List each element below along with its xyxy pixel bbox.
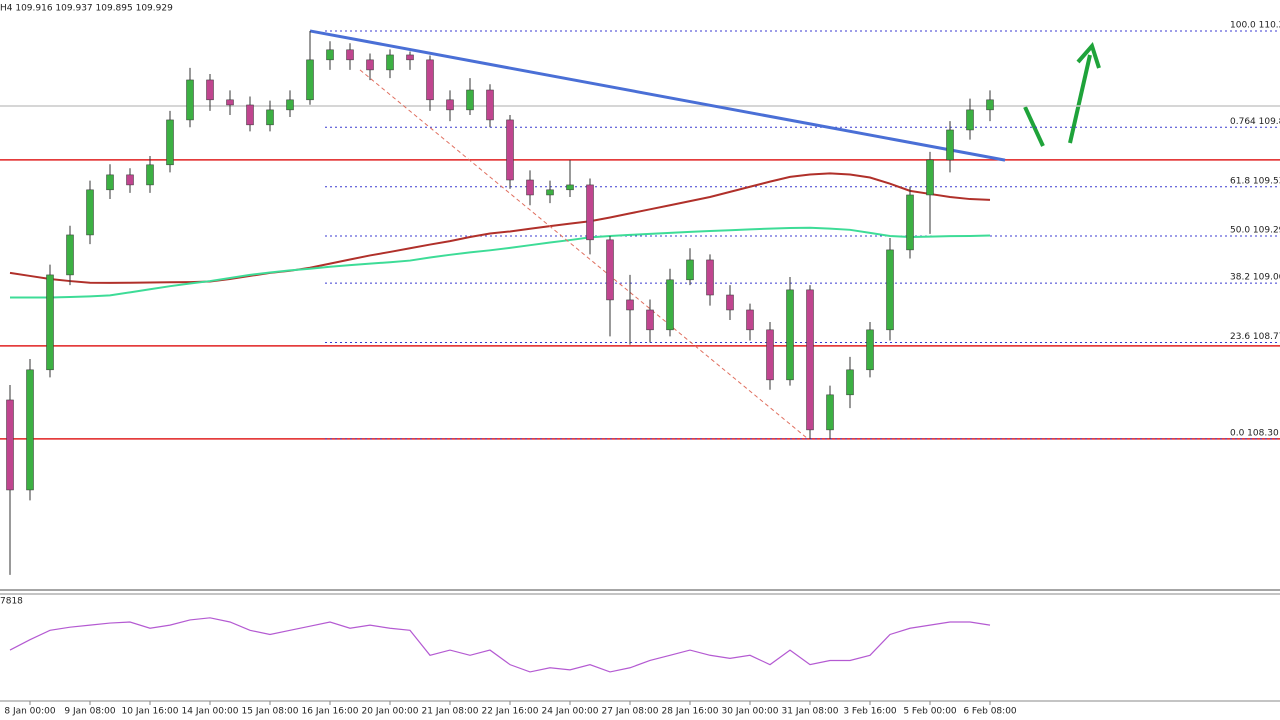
- fib-label: 100.0 110.29: [1230, 20, 1280, 30]
- candle-body: [286, 99, 294, 111]
- x-tick-label: 22 Jan 16:00: [482, 707, 539, 717]
- candle-body: [486, 89, 494, 121]
- x-tick-label: 15 Jan 08:00: [242, 707, 299, 717]
- x-tick-label: 6 Feb 08:00: [963, 707, 1017, 717]
- candle-body: [866, 329, 874, 371]
- fib-label: 50.0 109.29: [1230, 225, 1280, 235]
- candle-body: [366, 59, 374, 71]
- candle-body: [746, 309, 754, 331]
- x-tick-label: 14 Jan 00:00: [182, 707, 239, 717]
- candle-body: [306, 59, 314, 101]
- arrow: [1068, 54, 1092, 144]
- candle-body: [966, 109, 974, 131]
- candle-body: [226, 99, 234, 106]
- candle-body: [786, 289, 794, 381]
- arrow: [1023, 106, 1045, 147]
- candle-body: [66, 234, 74, 276]
- trendline: [359, 69, 809, 440]
- candle-body: [726, 294, 734, 311]
- candle-body: [6, 399, 14, 491]
- candle-body: [806, 289, 814, 431]
- x-tick-label: 24 Jan 00:00: [542, 707, 599, 717]
- oscillator-line: [9, 617, 991, 673]
- moving-average: [9, 172, 991, 284]
- candle-body: [566, 184, 574, 191]
- candle-body: [206, 79, 214, 101]
- candle-body: [146, 164, 154, 186]
- x-tick-label: 21 Jan 08:00: [422, 707, 479, 717]
- x-tick-label: 30 Jan 00:00: [722, 707, 779, 717]
- candle-body: [126, 174, 134, 186]
- candle-body: [106, 174, 114, 191]
- candle-body: [86, 189, 94, 236]
- candle-body: [386, 54, 394, 71]
- candle-body: [666, 279, 674, 331]
- candle-body: [846, 369, 854, 396]
- moving-average: [10, 226, 991, 299]
- fib-label: 23.6 108.77: [1230, 332, 1280, 342]
- x-tick-label: 28 Jan 16:00: [662, 707, 719, 717]
- candle-body: [626, 299, 634, 311]
- candle-body: [646, 309, 654, 331]
- x-tick-label: 5 Feb 00:00: [903, 707, 957, 717]
- candle-body: [606, 239, 614, 301]
- oscillator-label: 7818: [0, 597, 23, 607]
- candle-body: [826, 394, 834, 431]
- x-tick-label: 16 Jan 16:00: [302, 707, 359, 717]
- fib-label: 61.8 109.53: [1230, 176, 1280, 186]
- trendline: [309, 29, 1006, 162]
- x-tick-label: 31 Jan 08:00: [782, 707, 839, 717]
- candle-body: [586, 184, 594, 241]
- candle-body: [886, 249, 894, 331]
- candle-body: [46, 274, 54, 371]
- x-tick-label: 20 Jan 00:00: [362, 707, 419, 717]
- candle-body: [946, 129, 954, 161]
- fib-label: 38.2 109.06: [1230, 273, 1280, 283]
- candle-body: [186, 79, 194, 121]
- candle-body: [466, 89, 474, 111]
- x-tick-label: 27 Jan 08:00: [602, 707, 659, 717]
- header: H4 109.916 109.937 109.895 109.929: [0, 4, 173, 14]
- fib-label: 0.0 108.30: [1230, 428, 1279, 438]
- candle-body: [986, 99, 994, 111]
- arrow-head: [1076, 42, 1101, 69]
- candle-body: [426, 59, 434, 101]
- x-tick-label: 9 Jan 08:00: [64, 707, 116, 717]
- candle-body: [906, 194, 914, 251]
- x-tick-label: 8 Jan 00:00: [4, 707, 56, 717]
- candle-body: [766, 329, 774, 381]
- candle-body: [326, 49, 334, 61]
- candle-body: [246, 104, 254, 126]
- candle-body: [166, 119, 174, 166]
- x-tick-label: 10 Jan 16:00: [122, 707, 179, 717]
- candle-body: [506, 119, 514, 181]
- candle-body: [686, 259, 694, 281]
- x-tick-label: 3 Feb 16:00: [843, 707, 897, 717]
- candle-body: [546, 189, 554, 196]
- candle-body: [26, 369, 34, 491]
- candle-body: [706, 259, 714, 296]
- candle-body: [346, 49, 354, 61]
- fib-label: 0.764 109.82: [1230, 117, 1280, 127]
- candle-body: [406, 54, 414, 61]
- candle-body: [926, 159, 934, 196]
- candle-body: [266, 109, 274, 126]
- candle-body: [446, 99, 454, 111]
- candle-body: [526, 179, 534, 196]
